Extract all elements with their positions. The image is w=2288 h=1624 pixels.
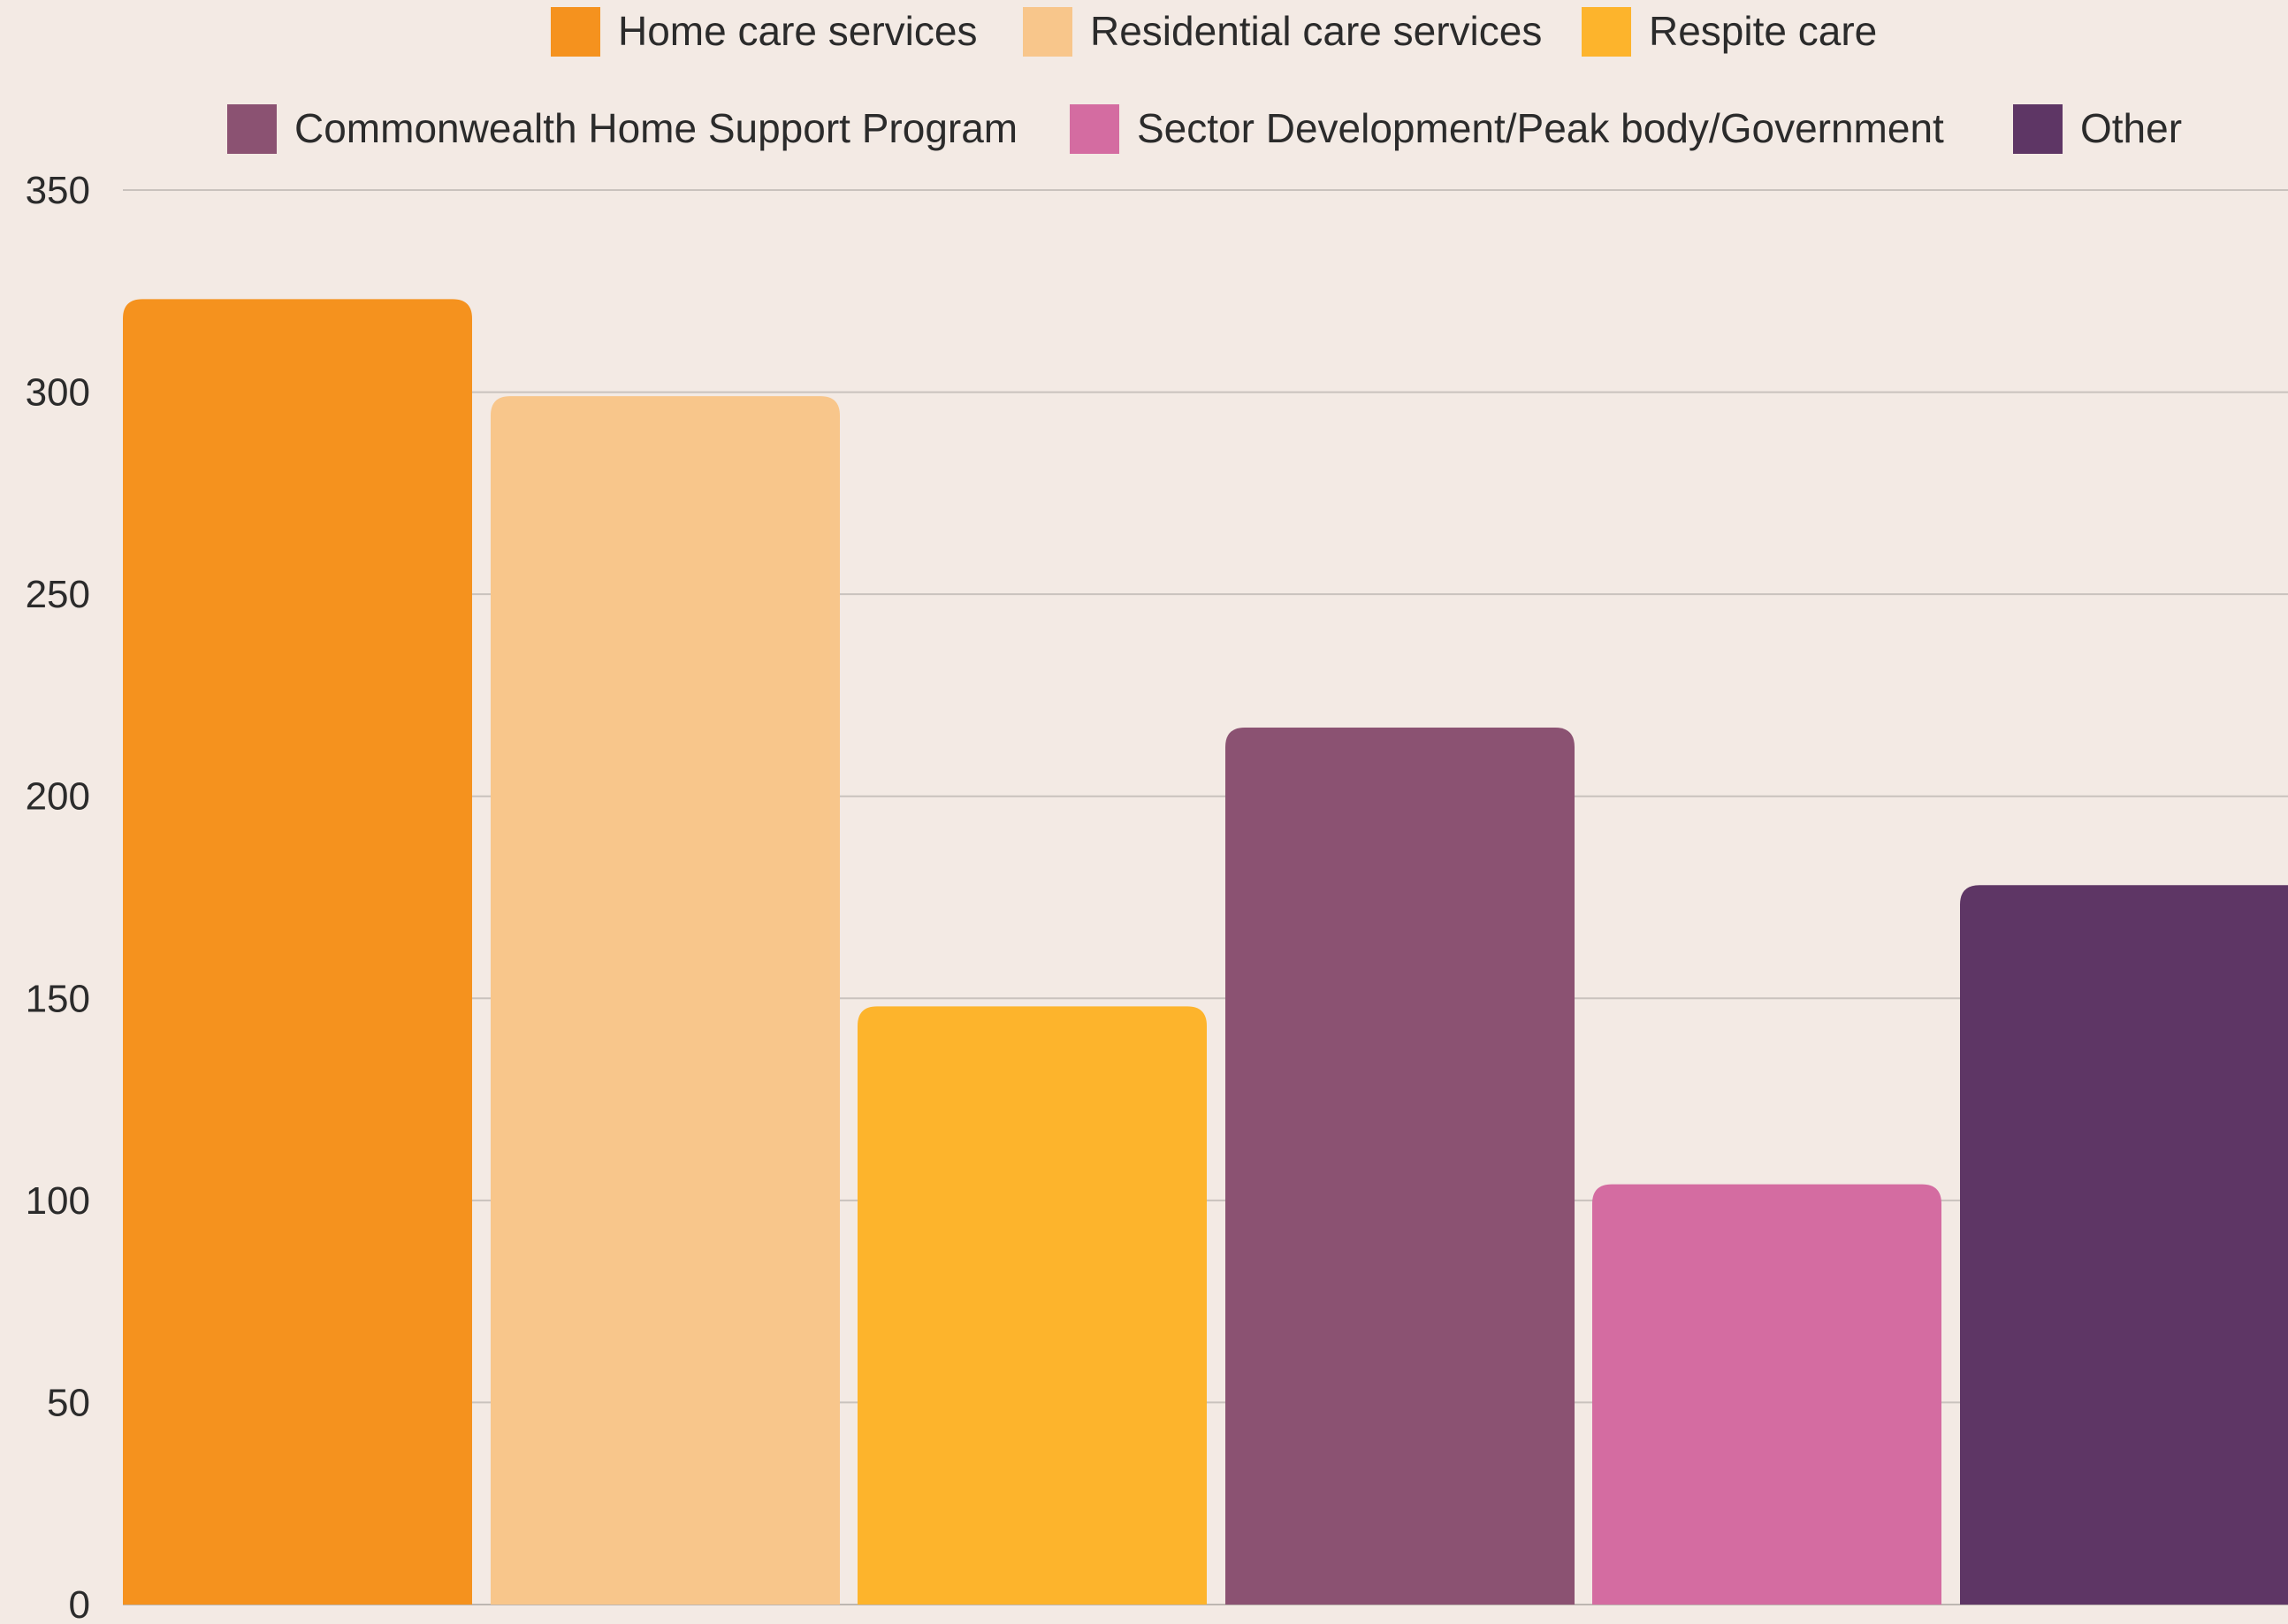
legend-label: Respite care (1649, 8, 1877, 54)
legend-item: Other (2013, 104, 2182, 154)
legend-label: Other (2080, 105, 2182, 151)
y-tick-label: 0 (69, 1583, 90, 1624)
legend-swatch (1070, 104, 1119, 154)
legend-label: Home care services (618, 8, 977, 54)
legend: Home care services Residential care servi… (227, 7, 2182, 154)
bar-5 (1592, 1184, 1941, 1605)
legend-label: Residential care services (1090, 8, 1542, 54)
legend-item: Sector Development/Peak body/Government (1070, 104, 1944, 154)
y-tick-label: 100 (26, 1179, 90, 1223)
legend-label: Commonwealth Home Support Program (294, 105, 1018, 151)
y-tick-label: 50 (47, 1381, 90, 1424)
y-tick-label: 250 (26, 573, 90, 616)
legend-item: Residential care services (1023, 7, 1542, 57)
y-axis: 0 50 100 150 200 250 300 350 (26, 169, 90, 1624)
legend-swatch (1023, 7, 1072, 57)
bar-2 (491, 396, 840, 1605)
y-tick-label: 300 (26, 371, 90, 415)
legend-item: Home care services (551, 7, 977, 57)
bar-4 (1225, 728, 1575, 1605)
legend-swatch (551, 7, 600, 57)
legend-item: Commonwealth Home Support Program (227, 104, 1018, 154)
legend-item: Respite care (1582, 7, 1877, 57)
legend-label: Sector Development/Peak body/Government (1137, 105, 1944, 151)
bar-6 (1960, 885, 2288, 1605)
y-tick-label: 200 (26, 775, 90, 819)
bar-1 (123, 299, 472, 1605)
bar-3 (858, 1006, 1207, 1605)
legend-swatch (1582, 7, 1631, 57)
bars (123, 299, 2288, 1605)
y-tick-label: 350 (26, 169, 90, 212)
y-tick-label: 150 (26, 977, 90, 1020)
legend-swatch (227, 104, 277, 154)
legend-swatch (2013, 104, 2063, 154)
